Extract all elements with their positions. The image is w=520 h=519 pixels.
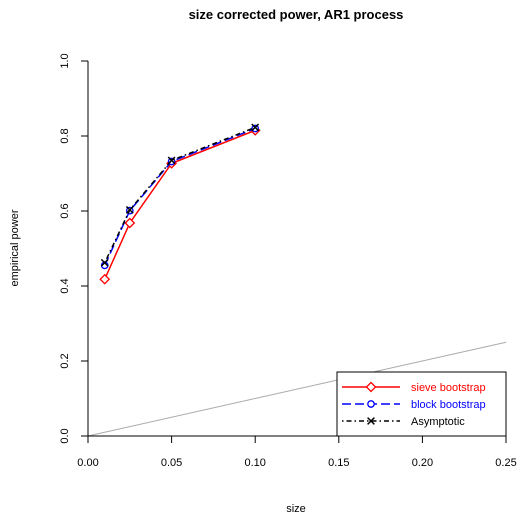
series-point-0 xyxy=(124,217,136,229)
reference-line xyxy=(87,341,507,437)
plot-area: 0.00 0.05 0.10 0.15 0.20 0.25 0.0 0.2 0.4 0.6 0.8 1… xyxy=(59,53,517,469)
x-tick-label: 0.00 xyxy=(77,457,98,469)
y-tick-label: 0.4 xyxy=(59,278,71,293)
series-line-0 xyxy=(104,129,256,280)
legend-marker-0 xyxy=(365,381,377,393)
legend-label-1: block bootstrap xyxy=(411,399,486,411)
x-tick-label: 0.20 xyxy=(412,457,433,469)
y-tick-label: 0.6 xyxy=(59,203,71,218)
series-point-0 xyxy=(99,273,111,285)
series-point-2 xyxy=(125,205,134,214)
series-line-2 xyxy=(104,126,256,264)
legend-box xyxy=(336,371,507,437)
legend-marker-2 xyxy=(367,417,375,425)
x-tick-label: 0.05 xyxy=(161,457,182,469)
legend-marker-1 xyxy=(367,400,375,408)
legend-label-0: sieve bootstrap xyxy=(411,382,486,394)
x-axis-label: size xyxy=(286,503,306,515)
y-tick-label: 0.0 xyxy=(59,428,71,443)
y-tick-label: 0.2 xyxy=(59,353,71,368)
legend-label-2: Asymptotic xyxy=(411,416,465,428)
x-tick-label: 0.25 xyxy=(495,457,516,469)
series-point-2 xyxy=(251,123,260,132)
x-tick-label: 0.15 xyxy=(328,457,349,469)
x-tick-label: 0.10 xyxy=(244,457,265,469)
series-point-2 xyxy=(100,258,109,267)
series-point-2 xyxy=(167,156,176,165)
y-tick-label: 1.0 xyxy=(59,53,71,68)
series-point-1 xyxy=(251,124,260,133)
series-line-1 xyxy=(104,127,256,266)
chart-title: size corrected power, AR1 process xyxy=(189,7,404,22)
y-tick-label: 0.8 xyxy=(59,128,71,143)
y-axis-label: empirical power xyxy=(9,209,21,286)
